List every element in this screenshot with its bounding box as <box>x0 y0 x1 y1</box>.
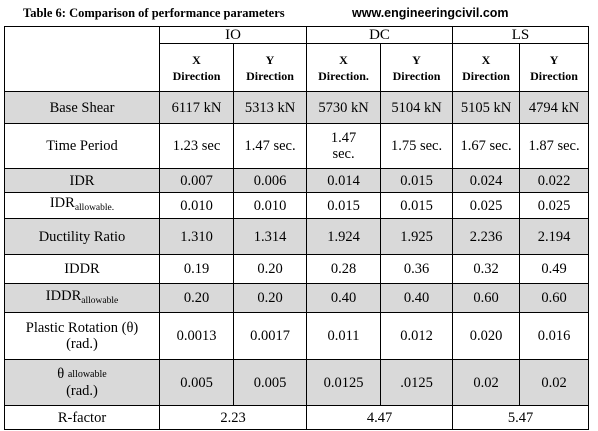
row-label: Ductility Ratio <box>4 218 160 255</box>
table-header: Table 6: Comparison of performance param… <box>0 0 598 24</box>
table-cell: 5105 kN <box>452 91 521 124</box>
performance-table: IO DC LS X Direction Y Direction X Directio… <box>4 26 590 430</box>
table-row: Base Shear 6117 kN 5313 kN 5730 kN 5104 … <box>4 91 590 124</box>
table-cell: 1.925 <box>380 218 454 255</box>
row-label: Time Period <box>4 123 160 169</box>
table-cell: 5104 kN <box>380 91 454 124</box>
table-cell: 0.60 <box>519 283 590 313</box>
table-cell: 0.005 <box>232 359 308 406</box>
table-cell: 0.005 <box>159 359 234 406</box>
table-row: IDRallowable. 0.010 0.010 0.015 0.015 0.… <box>4 192 590 219</box>
row-label: IDDR <box>4 254 160 284</box>
table-cell: 0.40 <box>380 283 454 313</box>
table-row: Ductility Ratio 1.310 1.314 1.924 1.925 … <box>4 218 590 255</box>
table-cell: 0.010 <box>159 192 234 219</box>
table-row: Time Period 1.23 sec 1.47 sec. 1.47 sec.… <box>4 123 590 169</box>
table-cell: 2.23 <box>158 405 308 430</box>
table-cell: 0.40 <box>306 283 382 313</box>
website-watermark: www.engineeringcivil.com <box>352 6 509 20</box>
row-label: Plastic Rotation (θ) (rad.) <box>4 312 160 360</box>
table-cell: 0.022 <box>519 168 590 193</box>
table-cell: 0.0013 <box>159 312 234 360</box>
table-cell: 1.75 sec. <box>380 123 454 169</box>
table-row: IDR 0.007 0.006 0.014 0.015 0.024 0.022 <box>4 168 590 193</box>
table-cell: 0.014 <box>306 168 382 193</box>
table-cell: 1.924 <box>306 218 382 255</box>
row-label: R-factor <box>4 405 160 430</box>
table-cell: 0.007 <box>159 168 234 193</box>
table-caption: Table 6: Comparison of performance param… <box>23 6 285 20</box>
row-label: IDRallowable. <box>4 192 160 219</box>
row-label: Base Shear <box>4 91 160 124</box>
table-cell: 1.23 sec <box>159 123 234 169</box>
table-cell: 0.025 <box>519 192 590 219</box>
table-cell: 0.024 <box>452 168 521 193</box>
rfactor-row: R-factor 2.23 4.47 5.47 <box>4 405 590 430</box>
table-cell: 0.02 <box>452 359 521 406</box>
table-cell: 0.015 <box>306 192 382 219</box>
table-cell: 1.47 sec. <box>306 123 382 169</box>
table-cell: 0.015 <box>380 192 454 219</box>
table-cell: 0.010 <box>232 192 308 219</box>
table-cell: 0.19 <box>159 254 234 284</box>
group-header-io: IO <box>158 26 308 44</box>
table-cell: 0.36 <box>380 254 454 284</box>
table-cell: 5730 kN <box>306 91 382 124</box>
table-cell: 1.87 sec. <box>519 123 590 169</box>
group-header-dc: DC <box>306 26 454 44</box>
table-cell: 0.20 <box>232 254 308 284</box>
table-row: IDDRallowable 0.20 0.20 0.40 0.40 0.60 0… <box>4 283 590 313</box>
table-cell: 0.0017 <box>232 312 308 360</box>
table-cell: 6117 kN <box>159 91 234 124</box>
direction-header: X Direction <box>159 43 234 92</box>
table-cell: 1.47 sec. <box>232 123 308 169</box>
table-cell: 1.314 <box>232 218 308 255</box>
row-label: IDDRallowable <box>4 283 160 313</box>
corner-cell <box>4 26 160 92</box>
direction-header: Y Direction <box>519 43 590 92</box>
table-cell: 4.47 <box>306 405 454 430</box>
table-cell: 0.015 <box>380 168 454 193</box>
table-cell: 0.28 <box>306 254 382 284</box>
direction-header: Y Direction <box>380 43 454 92</box>
table-cell: 0.025 <box>452 192 521 219</box>
table-cell: 0.60 <box>452 283 521 313</box>
table-cell: 2.194 <box>519 218 590 255</box>
table-cell: 0.20 <box>159 283 234 313</box>
table-row: Plastic Rotation (θ) (rad.) 0.0013 0.0017… <box>4 312 590 360</box>
table-cell: 0.02 <box>519 359 590 406</box>
direction-header: Y Direction <box>232 43 308 92</box>
table-cell: 5.47 <box>452 405 590 430</box>
table-row: θ allowable (rad.) 0.005 0.005 0.0125 .01… <box>4 359 590 406</box>
table-cell: 0.020 <box>452 312 521 360</box>
table-cell: 4794 kN <box>519 91 590 124</box>
table-cell: .0125 <box>380 359 454 406</box>
direction-header: X Direction. <box>306 43 382 92</box>
table-cell: 2.236 <box>452 218 521 255</box>
table-cell: 5313 kN <box>232 91 308 124</box>
row-label: θ allowable (rad.) <box>4 359 160 406</box>
table-cell: 0.012 <box>380 312 454 360</box>
table-cell: 0.20 <box>232 283 308 313</box>
table-cell: 0.011 <box>306 312 382 360</box>
group-header-ls: LS <box>452 26 590 44</box>
table-cell: 0.016 <box>519 312 590 360</box>
table-cell: 0.006 <box>232 168 308 193</box>
table-cell: 1.67 sec. <box>452 123 521 169</box>
table-cell: 0.49 <box>519 254 590 284</box>
table-cell: 0.32 <box>452 254 521 284</box>
direction-header: X Direction <box>452 43 521 92</box>
row-label: IDR <box>4 168 160 193</box>
table-cell: 0.0125 <box>306 359 382 406</box>
table-row: IDDR 0.19 0.20 0.28 0.36 0.32 0.49 <box>4 254 590 284</box>
table-cell: 1.310 <box>159 218 234 255</box>
